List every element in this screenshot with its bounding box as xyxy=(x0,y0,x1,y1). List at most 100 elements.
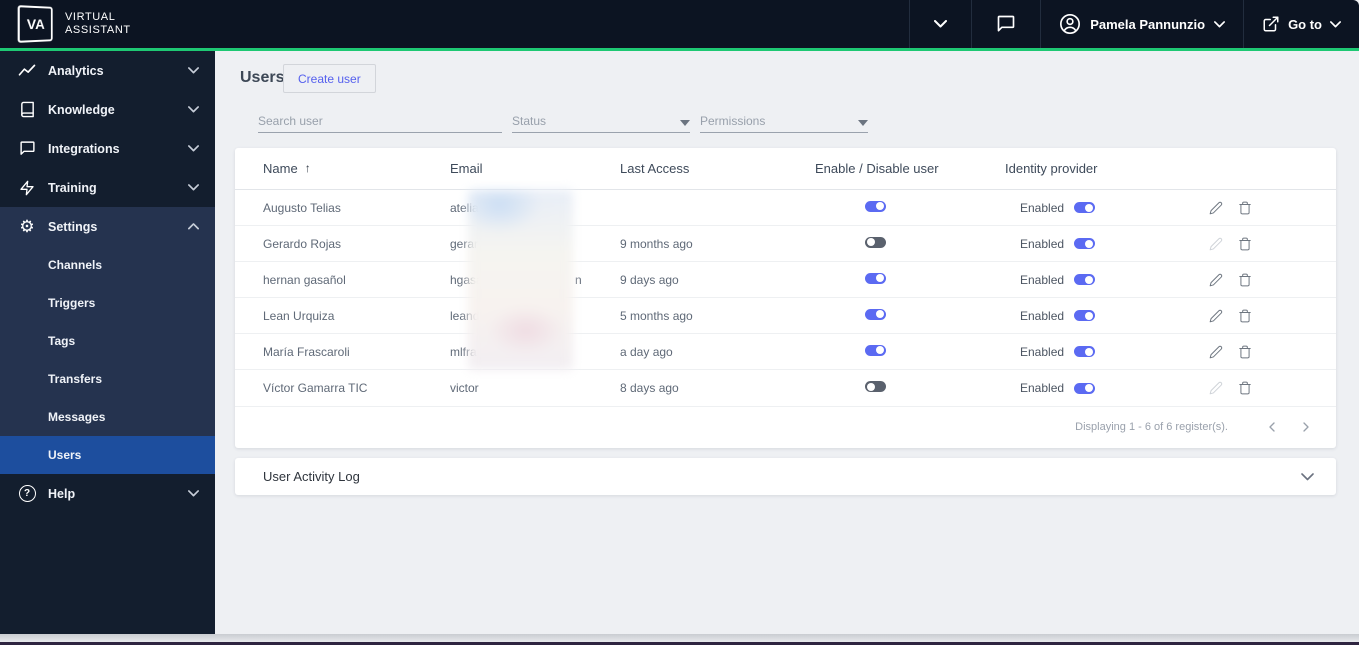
chevron-down-icon xyxy=(188,145,199,152)
sidebar-item-integrations[interactable]: Integrations xyxy=(0,129,215,168)
table-row: Víctor Gamarra TIC victor 8 days ago Ena… xyxy=(235,370,1336,406)
logo-text: VIRTUAL ASSISTANT xyxy=(65,11,131,37)
identity-status-label: Enabled xyxy=(1020,236,1065,251)
user-menu[interactable]: Pamela Pannunzio xyxy=(1040,0,1243,48)
window-bottom-edge xyxy=(0,642,1359,645)
sidebar-item-label: Knowledge xyxy=(48,102,115,117)
identity-status-label: Enabled xyxy=(1020,272,1065,287)
sidebar-item-users[interactable]: Users xyxy=(0,436,215,474)
top-bar: VA VIRTUAL ASSISTANT Pamela Pannunzio xyxy=(0,0,1359,48)
sidebar-item-help[interactable]: ? Help xyxy=(0,474,215,513)
last-access-cell: 5 months ago xyxy=(620,308,693,323)
sidebar-item-messages[interactable]: Messages xyxy=(48,410,106,424)
user-name-cell: Víctor Gamarra TIC xyxy=(263,381,368,395)
accent-line xyxy=(0,48,1359,51)
user-name: Pamela Pannunzio xyxy=(1090,16,1206,32)
chevron-down-icon xyxy=(188,67,199,74)
logo-line2: ASSISTANT xyxy=(65,24,131,36)
next-page-button[interactable] xyxy=(1298,419,1314,435)
sidebar: Analytics Knowledge Integrations Trainin… xyxy=(0,51,215,634)
user-activity-log-panel[interactable]: User Activity Log xyxy=(235,458,1336,495)
caret-down-icon xyxy=(858,120,868,126)
sidebar-item-label: Settings xyxy=(48,219,98,234)
identity-toggle[interactable] xyxy=(1074,238,1096,249)
identity-toggle[interactable] xyxy=(1074,202,1096,213)
edit-button[interactable] xyxy=(1209,381,1223,395)
user-email-cell: gerar xyxy=(450,236,479,251)
enable-toggle[interactable] xyxy=(865,308,886,320)
delete-button[interactable] xyxy=(1238,201,1252,215)
search-input[interactable] xyxy=(258,114,502,128)
column-header-name[interactable]: Name ↑ xyxy=(263,160,311,177)
table-row: hernan gasañol hgasa 9 days ago Enabled … xyxy=(235,262,1336,298)
table-row: Lean Urquiza leand 5 months ago Enabled xyxy=(235,298,1336,334)
sidebar-item-settings[interactable]: ⚙ Settings xyxy=(0,207,215,246)
status-select-label: Status xyxy=(512,114,547,128)
sidebar-item-analytics[interactable]: Analytics xyxy=(0,51,215,90)
previous-page-button[interactable] xyxy=(1264,419,1280,435)
enable-toggle[interactable] xyxy=(865,236,886,248)
delete-button[interactable] xyxy=(1238,381,1252,395)
chevron-down-icon xyxy=(188,106,199,113)
create-user-button[interactable]: Create user xyxy=(283,64,376,93)
edit-button[interactable] xyxy=(1209,237,1223,251)
user-name-cell: hernan gasañol xyxy=(263,272,346,287)
enable-toggle[interactable] xyxy=(865,344,886,356)
sidebar-item-knowledge[interactable]: Knowledge xyxy=(0,90,215,129)
status-select[interactable]: Status xyxy=(512,107,690,133)
message-square-icon xyxy=(15,140,39,157)
identity-toggle[interactable] xyxy=(1074,382,1096,394)
delete-button[interactable] xyxy=(1238,273,1252,287)
enable-toggle[interactable] xyxy=(865,272,886,284)
goto-menu[interactable]: Go to xyxy=(1243,0,1359,48)
pagination: Displaying 1 - 6 of 6 register(s). xyxy=(235,406,1336,447)
column-header-last-access[interactable]: Last Access xyxy=(620,161,690,176)
sidebar-item-tags[interactable]: Tags xyxy=(48,334,76,348)
table-row: Augusto Telias atelia Enabled xyxy=(235,190,1336,226)
permissions-select[interactable]: Permissions xyxy=(700,107,868,133)
chat-button[interactable] xyxy=(971,0,1040,48)
topbar-dropdown-toggle[interactable] xyxy=(909,0,971,48)
page-title: Users xyxy=(240,69,285,86)
edit-button[interactable] xyxy=(1209,345,1223,359)
analytics-icon xyxy=(15,62,39,80)
enable-toggle[interactable] xyxy=(865,200,886,212)
sidebar-item-triggers[interactable]: Triggers xyxy=(48,296,96,310)
identity-toggle[interactable] xyxy=(1074,310,1096,321)
user-activity-log-title: User Activity Log xyxy=(263,469,360,484)
sidebar-item-transfers[interactable]: Transfers xyxy=(48,372,103,386)
user-email-cell: hgasa xyxy=(450,272,483,287)
user-name-cell: Gerardo Rojas xyxy=(263,236,342,251)
chevron-down-icon xyxy=(188,490,199,497)
goto-label: Go to xyxy=(1288,16,1322,32)
column-header-identity[interactable]: Identity provider xyxy=(1005,161,1098,176)
delete-button[interactable] xyxy=(1238,309,1252,323)
delete-button[interactable] xyxy=(1238,237,1252,251)
caret-down-icon xyxy=(680,120,690,126)
column-header-email[interactable]: Email xyxy=(450,161,483,176)
pagination-text: Displaying 1 - 6 of 6 register(s). xyxy=(1075,421,1228,433)
settings-section: ⚙ Settings Channels Triggers Tags Transf… xyxy=(0,207,215,474)
sidebar-item-label: Integrations xyxy=(48,141,120,156)
enable-toggle[interactable] xyxy=(865,381,886,392)
chevron-down-icon[interactable] xyxy=(1301,472,1314,481)
edit-button[interactable] xyxy=(1209,309,1223,323)
app-logo: VA VIRTUAL ASSISTANT xyxy=(0,5,131,43)
logo-line1: VIRTUAL xyxy=(65,11,116,23)
column-header-enable[interactable]: Enable / Disable user xyxy=(815,161,939,176)
sidebar-item-label: Training xyxy=(48,180,97,195)
edit-button[interactable] xyxy=(1209,273,1223,287)
identity-status-label: Enabled xyxy=(1020,308,1065,323)
table-row: Gerardo Rojas gerar 9 months ago Enabled xyxy=(235,226,1336,262)
delete-button[interactable] xyxy=(1238,345,1252,359)
edit-button[interactable] xyxy=(1209,201,1223,215)
sidebar-item-channels[interactable]: Channels xyxy=(48,258,103,272)
identity-toggle[interactable] xyxy=(1074,274,1096,285)
user-email-cell: mlfra xyxy=(450,344,477,359)
identity-toggle[interactable] xyxy=(1074,346,1096,357)
gear-icon: ⚙ xyxy=(19,217,35,236)
sidebar-item-training[interactable]: Training xyxy=(0,168,215,207)
horizontal-scrollbar[interactable] xyxy=(0,634,1359,642)
sidebar-item-label: Help xyxy=(48,486,76,501)
last-access-cell: 9 months ago xyxy=(620,236,693,251)
